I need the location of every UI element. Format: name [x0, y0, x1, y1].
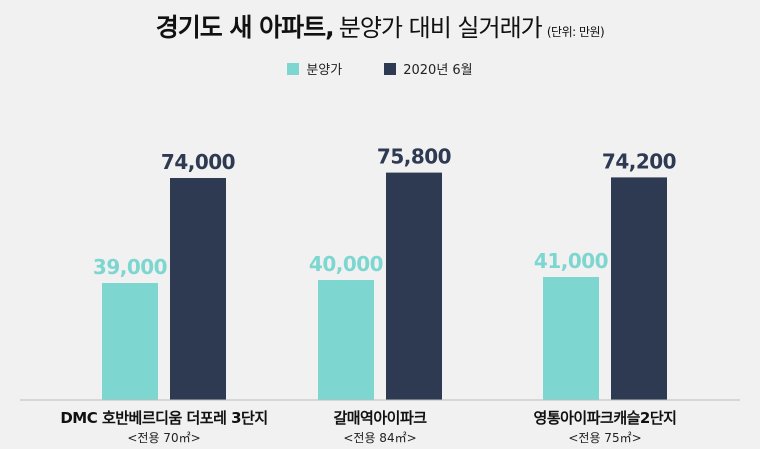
chart-title-bold: 경기도 새 아파트,: [155, 13, 335, 42]
bar-presale-0: [102, 283, 158, 400]
bar-presale-2: [543, 277, 599, 400]
bar-value-label-presale-0: 39,000: [93, 255, 167, 279]
bar-actual-1: [386, 172, 442, 400]
bar-value-label-presale-1: 40,000: [309, 252, 383, 276]
legend-item-presale: 분양가: [287, 59, 342, 78]
category-label-1: 갈매역아이파크: [333, 409, 427, 427]
bar-value-label-presale-2: 41,000: [534, 249, 608, 273]
category-sub-label-0: <전용 70㎡>: [127, 431, 200, 445]
category-label-2: 영통아이파크캐슬2단지: [534, 409, 677, 427]
legend-swatch-presale: [287, 62, 300, 75]
chart-unit: (단위: 만원): [546, 25, 605, 39]
bar-value-label-actual-2: 74,200: [602, 149, 676, 173]
category-label-0: DMC 호반베르디움 더포레 3단지: [60, 409, 267, 427]
chart-title: 경기도 새 아파트, 분양가 대비 실거래가 (단위: 만원): [0, 8, 760, 44]
legend-label-actual: 2020년 6월: [403, 63, 473, 78]
legend-item-actual: 2020년 6월: [384, 59, 473, 78]
legend-label-presale: 분양가: [306, 63, 343, 78]
bar-presale-1: [318, 280, 374, 400]
bar-value-label-actual-1: 75,800: [377, 145, 451, 169]
category-sub-label-2: <전용 75㎡>: [568, 431, 641, 445]
bar-value-label-actual-0: 74,000: [161, 150, 235, 174]
legend-swatch-actual: [384, 62, 397, 75]
bar-actual-2: [611, 177, 667, 400]
bar-actual-0: [170, 178, 226, 400]
category-sub-label-1: <전용 84㎡>: [343, 431, 416, 445]
legend: 분양가 2020년 6월: [0, 59, 760, 78]
chart-title-normal: 분양가 대비 실거래가: [338, 14, 543, 42]
